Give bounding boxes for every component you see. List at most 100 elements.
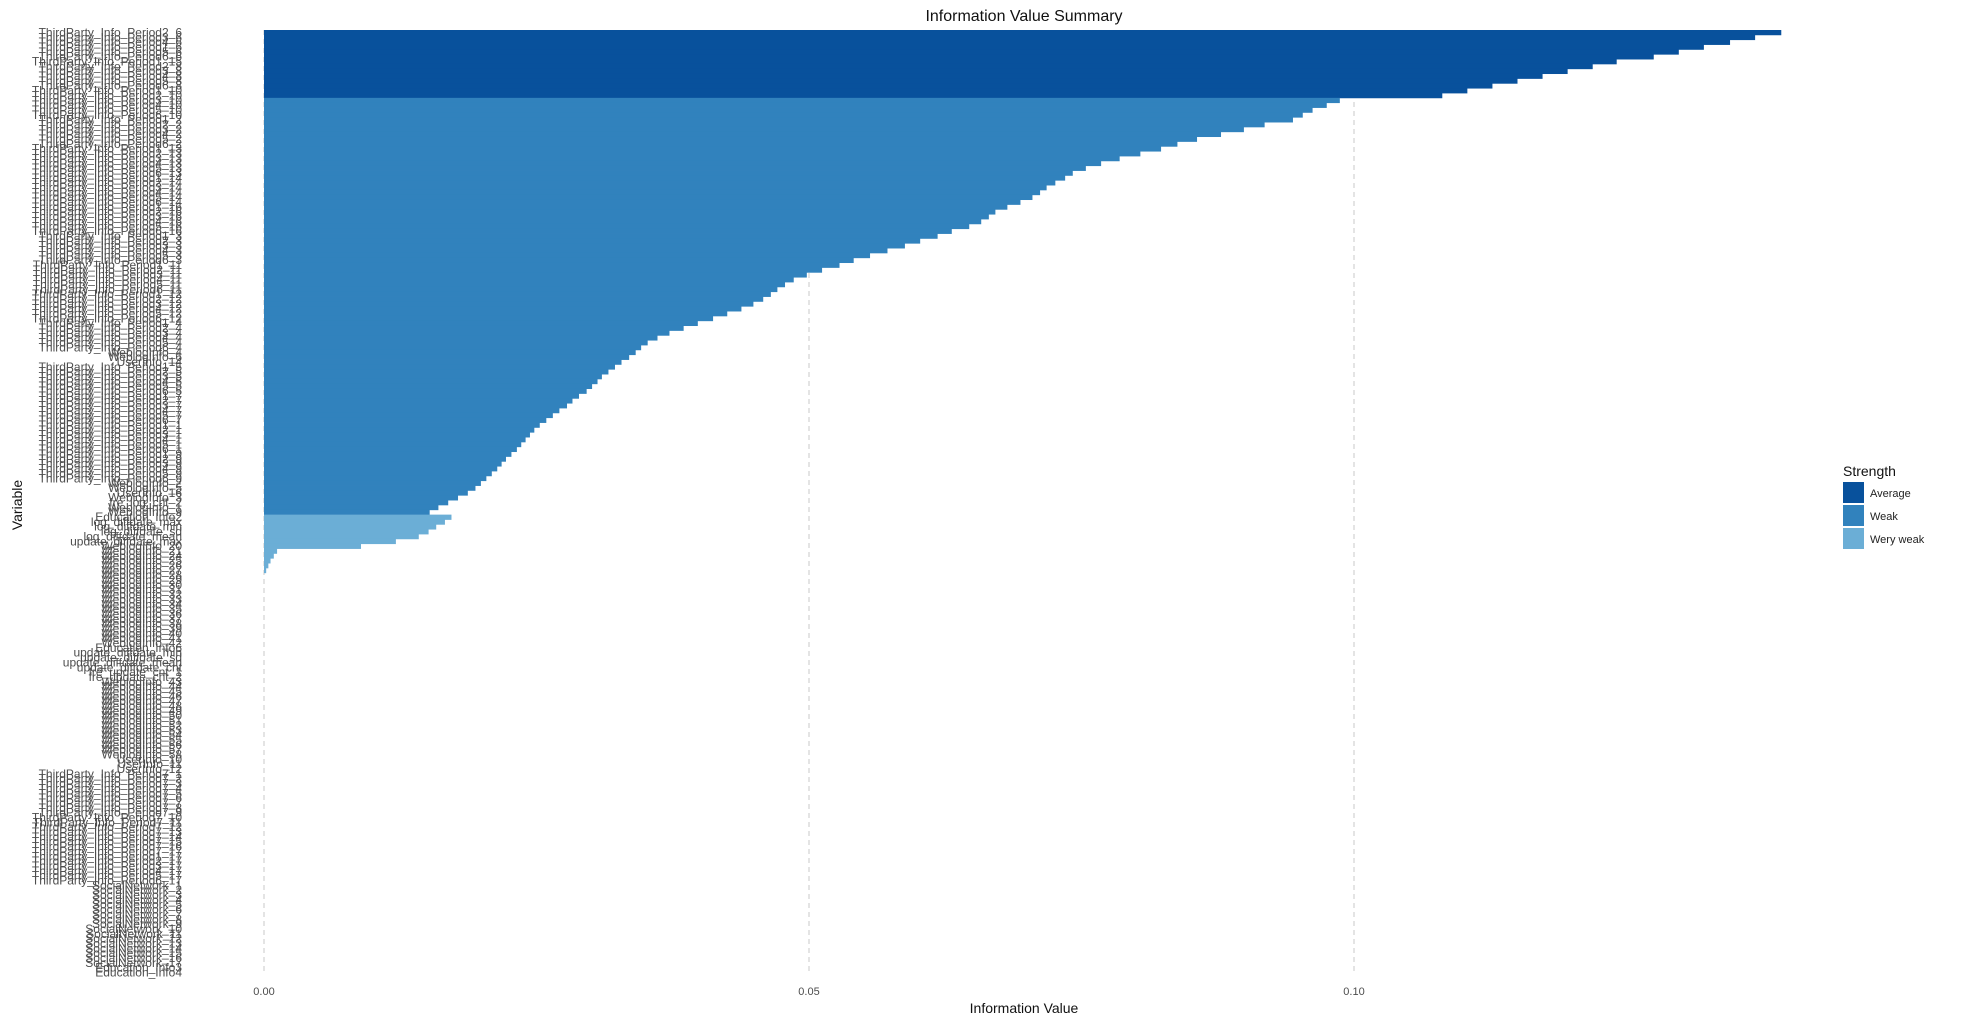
bar	[264, 519, 445, 525]
bar	[264, 156, 1120, 162]
bar	[264, 262, 840, 268]
variable-label: UserInfo_11	[118, 757, 183, 771]
variable-label: log_diffdate_max	[91, 515, 182, 529]
bar	[264, 102, 1327, 108]
variable-label: ThirdParty_Info_Period4_7	[39, 403, 183, 417]
bar	[264, 529, 429, 535]
variable-label: ThirdParty_Info_Period4_17	[32, 864, 182, 878]
bar	[264, 257, 854, 264]
bar	[264, 112, 1303, 118]
variable-label: WeblogInfo_2	[108, 476, 182, 490]
bar	[264, 180, 1056, 186]
bar	[264, 252, 871, 259]
variable-label: WeblogInfo_37	[101, 612, 182, 626]
variable-label: SocialNetwork_1	[92, 878, 182, 892]
variable-label: WeblogInfo_29	[101, 573, 182, 587]
bar	[264, 422, 540, 428]
variable-label: ThirdParty_Info_Period4_14	[32, 185, 182, 199]
variable-label: Education_Info4	[95, 966, 182, 980]
variable-label: ThirdParty_Info_Period7_7	[39, 796, 183, 810]
variable-label: Education_Info6	[95, 641, 182, 655]
bar	[264, 199, 1021, 205]
variable-label: ThirdParty_Info_Period6_12	[32, 311, 182, 325]
bar	[264, 471, 492, 477]
bar	[264, 417, 547, 423]
bar	[264, 39, 1731, 45]
variable-label: ThirdParty_Info_Period4_12	[32, 302, 182, 316]
x-tick-label: 0.10	[1343, 986, 1364, 998]
variable-label: WeblogInfo_56	[101, 738, 182, 752]
variable-label: ThirdParty_Info_Period2_17	[32, 854, 182, 868]
bar	[264, 548, 278, 554]
bar	[264, 403, 568, 409]
variable-label: ThirdParty_Info_Period5_3	[39, 248, 183, 262]
variable-label: Education_Info2	[95, 510, 182, 524]
variable-label: ThirdParty_Info_Period1_14	[32, 171, 182, 185]
variable-label: WeblogInfo_50	[101, 709, 182, 723]
variable-label: ThirdParty_Info_Period3_10	[32, 93, 182, 107]
bar	[264, 398, 573, 404]
variable-label: WeblogInfo_28	[101, 568, 182, 582]
bar	[264, 30, 1782, 36]
variable-label: WeblogInfo_33	[101, 592, 182, 606]
variable-label: ThirdParty_Info_Period5_13	[32, 161, 182, 175]
legend-swatch	[1843, 482, 1864, 503]
bar	[264, 117, 1293, 123]
variable-label: SocialNetwork_13	[85, 937, 182, 951]
bar	[264, 345, 642, 351]
x-axis-ticks: 0.00 0.05 0.10	[253, 986, 1364, 998]
variable-label: ThirdParty_Info_Period1_17	[32, 849, 182, 863]
variable-label: SocialNetwork_16	[85, 951, 182, 965]
bar	[264, 151, 1141, 157]
variable-label: WeblogInfo_27	[101, 563, 182, 577]
legend-swatch	[1843, 505, 1864, 526]
variable-label: ThirdParty_Info_Period7_4	[39, 781, 183, 795]
bar	[264, 238, 921, 244]
legend-title: Strength	[1843, 463, 1896, 479]
variable-label: ThirdParty_Info_Period4_5	[39, 374, 183, 388]
variable-label: WeblogInfo_40	[101, 626, 182, 640]
variable-label: update_diffdate_mean	[63, 655, 182, 669]
variable-label: ThirdParty_Info_Period1_16	[32, 200, 182, 214]
bar	[264, 451, 512, 457]
variable-label: ThirdParty_Info_Period1_9	[39, 447, 183, 461]
variable-label: ThirdParty_Info_Period6_9	[39, 471, 183, 485]
variable-label: WeblogInfo_45	[101, 685, 182, 699]
bar	[264, 563, 269, 569]
bar	[264, 136, 1198, 142]
variable-label: WeblogInfo_46	[101, 689, 182, 703]
variable-label: ThirdParty_Info_Period7_15	[32, 835, 182, 849]
bar	[264, 553, 274, 559]
bar	[264, 490, 468, 496]
variable-label: SocialNetwork_15	[85, 946, 182, 960]
variable-label: ThirdParty_Info_Period5_16	[32, 219, 182, 233]
variable-label: ThirdParty_Info_Period3_1	[39, 428, 183, 442]
bar	[264, 340, 648, 346]
bar	[264, 291, 771, 297]
bars	[264, 30, 1782, 574]
variable-label: ThirdParty_Info_Period6_1	[39, 442, 183, 456]
bar	[264, 170, 1073, 176]
bar	[264, 223, 970, 230]
bar	[264, 369, 609, 375]
variable-label: WeblogInfo_21	[101, 544, 182, 558]
variable-label: WeblogInfo_39	[101, 622, 182, 636]
variable-label: ThirdParty_Info_Period7_10	[32, 811, 182, 825]
variable-label: WeblogInfo_43	[101, 675, 182, 689]
variable-label: WeblogInfo_32	[101, 588, 182, 602]
variable-label: ThirdParty_Info_Period6_3	[39, 253, 183, 267]
y-axis-title: Variable	[9, 480, 25, 531]
variable-label: ThirdParty_Info_Period5_9	[39, 466, 183, 480]
variable-label: ThirdParty_Info_Period5_6	[39, 45, 183, 59]
bar	[264, 475, 487, 482]
legend-label: Average	[1870, 488, 1911, 500]
variable-label: UserInfo_14	[117, 355, 183, 369]
variable-label: ThirdParty_Info_Period6_4	[39, 340, 183, 354]
variable-label: ThirdParty_Info_Period1_1	[39, 418, 183, 432]
variable-label: SocialNetwork_11	[86, 927, 182, 941]
variable-label: ThirdParty_Info_Period4_3	[39, 244, 183, 258]
variable-label: WeblogInfo_47	[101, 694, 182, 708]
bar	[264, 315, 714, 322]
bar	[264, 131, 1222, 138]
variable-label: WeblogInfo_55	[101, 733, 182, 747]
